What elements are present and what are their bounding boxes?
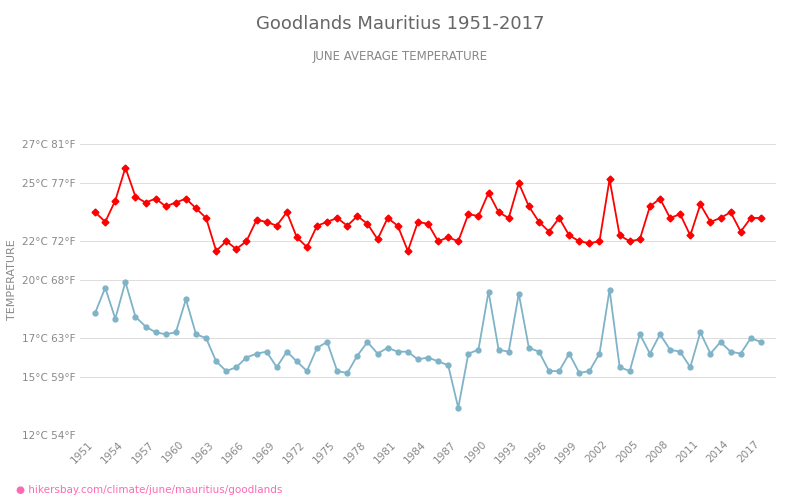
NIGHT: [454, 405, 463, 411]
DAY: [151, 196, 161, 202]
Text: JUNE AVERAGE TEMPERATURE: JUNE AVERAGE TEMPERATURE: [313, 50, 487, 63]
NIGHT: [373, 350, 382, 356]
DAY: [90, 209, 100, 215]
DAY: [716, 215, 726, 221]
NIGHT: [615, 364, 625, 370]
DAY: [383, 215, 393, 221]
Text: ● hikersbay.com/climate/june/mauritius/goodlands: ● hikersbay.com/climate/june/mauritius/g…: [16, 485, 282, 495]
NIGHT: [90, 310, 100, 316]
DAY: [211, 248, 221, 254]
Text: Goodlands Mauritius 1951-2017: Goodlands Mauritius 1951-2017: [256, 15, 544, 33]
NIGHT: [403, 348, 413, 354]
DAY: [181, 196, 190, 202]
DAY: [413, 219, 422, 225]
DAY: [121, 164, 130, 170]
NIGHT: [151, 330, 161, 336]
NIGHT: [716, 339, 726, 345]
DAY: [615, 232, 625, 238]
Line: NIGHT: NIGHT: [93, 280, 763, 410]
Y-axis label: TEMPERATURE: TEMPERATURE: [6, 240, 17, 320]
NIGHT: [121, 279, 130, 285]
NIGHT: [756, 339, 766, 345]
DAY: [756, 215, 766, 221]
NIGHT: [181, 296, 190, 302]
Line: DAY: DAY: [93, 165, 763, 254]
